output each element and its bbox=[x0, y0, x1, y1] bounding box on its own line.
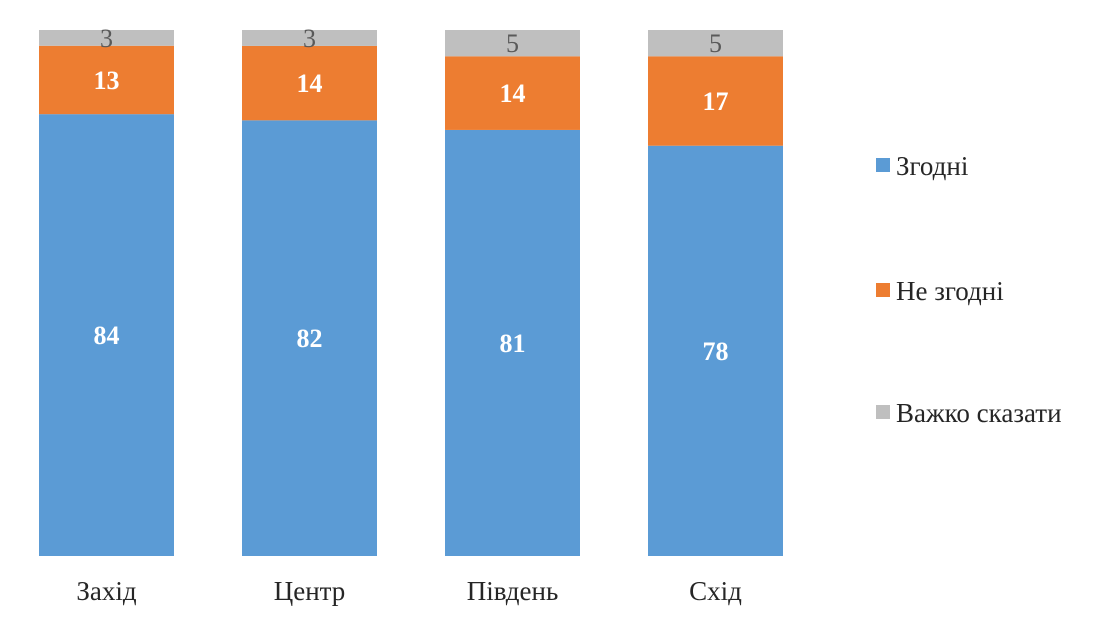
legend-label-0: Згодні bbox=[896, 151, 968, 181]
plot-area: 84 13 3 82 14 3 81 14 5 78 17 5 bbox=[39, 24, 783, 556]
data-label-захід-series-2: 3 bbox=[100, 24, 113, 53]
bar-південь-series-2 bbox=[445, 30, 580, 57]
category-label-0: Захід bbox=[76, 576, 137, 606]
bar-захід-series-1 bbox=[39, 45, 174, 115]
category-label-3: Схід bbox=[689, 576, 742, 606]
bar-схід-series-2 bbox=[648, 30, 783, 57]
data-label-південь-series-2: 5 bbox=[506, 29, 519, 58]
legend-swatch-1 bbox=[876, 283, 890, 297]
bar-схід-series-1 bbox=[648, 56, 783, 146]
bar-центр-series-0 bbox=[242, 120, 377, 556]
legend-swatch-0 bbox=[876, 158, 890, 172]
data-label-схід-series-1: 17 bbox=[703, 87, 729, 116]
bar-південь-series-0 bbox=[445, 129, 580, 556]
legend: Згодні Не згодні Важко сказати bbox=[876, 151, 1062, 428]
data-label-центр-series-1: 14 bbox=[297, 69, 323, 98]
bar-центр-series-1 bbox=[242, 45, 377, 121]
category-label-1: Центр bbox=[274, 576, 346, 606]
data-label-захід-series-0: 84 bbox=[94, 321, 120, 350]
data-label-центр-series-2: 3 bbox=[303, 24, 316, 53]
bar-захід-series-2 bbox=[39, 30, 174, 46]
data-label-південь-series-1: 14 bbox=[500, 79, 526, 108]
legend-label-2: Важко сказати bbox=[896, 398, 1062, 428]
bar-захід-series-0 bbox=[39, 114, 174, 556]
data-label-центр-series-0: 82 bbox=[297, 324, 323, 353]
data-label-схід-series-2: 5 bbox=[709, 29, 722, 58]
data-label-захід-series-1: 13 bbox=[94, 66, 120, 95]
category-label-2: Південь bbox=[467, 576, 559, 606]
bar-схід-series-0 bbox=[648, 145, 783, 556]
x-axis: Захід Центр Південь Схід bbox=[76, 576, 742, 606]
bar-центр-series-2 bbox=[242, 30, 377, 46]
bar-південь-series-1 bbox=[445, 56, 580, 130]
data-label-схід-series-0: 78 bbox=[703, 337, 729, 366]
legend-label-1: Не згодні bbox=[896, 276, 1004, 306]
data-label-південь-series-0: 81 bbox=[500, 329, 526, 358]
legend-swatch-2 bbox=[876, 405, 890, 419]
